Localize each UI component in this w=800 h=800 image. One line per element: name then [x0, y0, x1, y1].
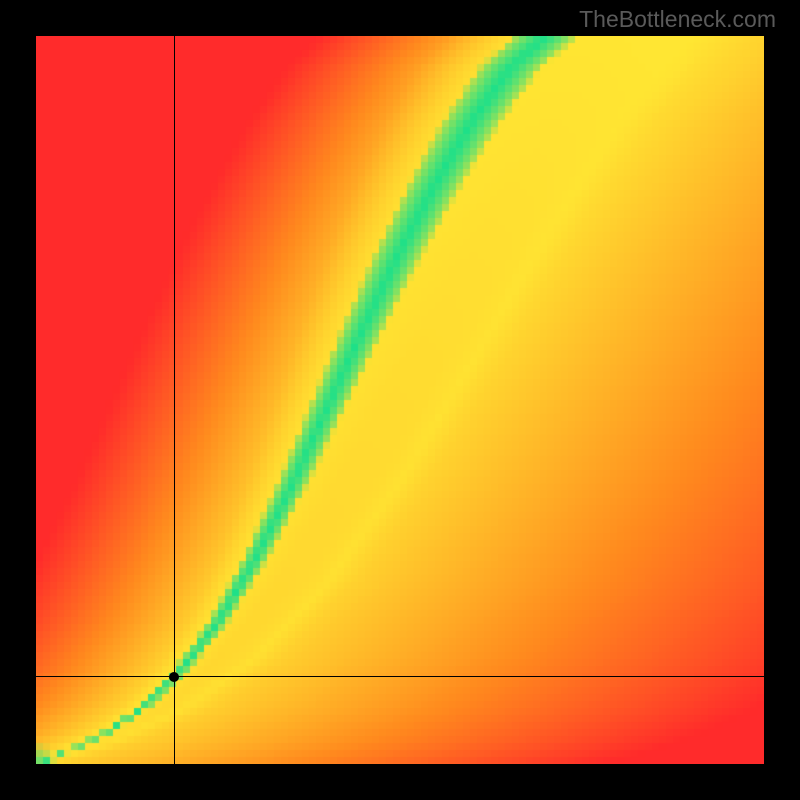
watermark-text: TheBottleneck.com	[579, 6, 776, 33]
crosshair-vertical	[174, 36, 175, 764]
crosshair-horizontal	[36, 676, 764, 677]
chart-container: TheBottleneck.com	[0, 0, 800, 800]
heatmap-canvas	[36, 36, 764, 764]
crosshair-marker	[169, 672, 179, 682]
